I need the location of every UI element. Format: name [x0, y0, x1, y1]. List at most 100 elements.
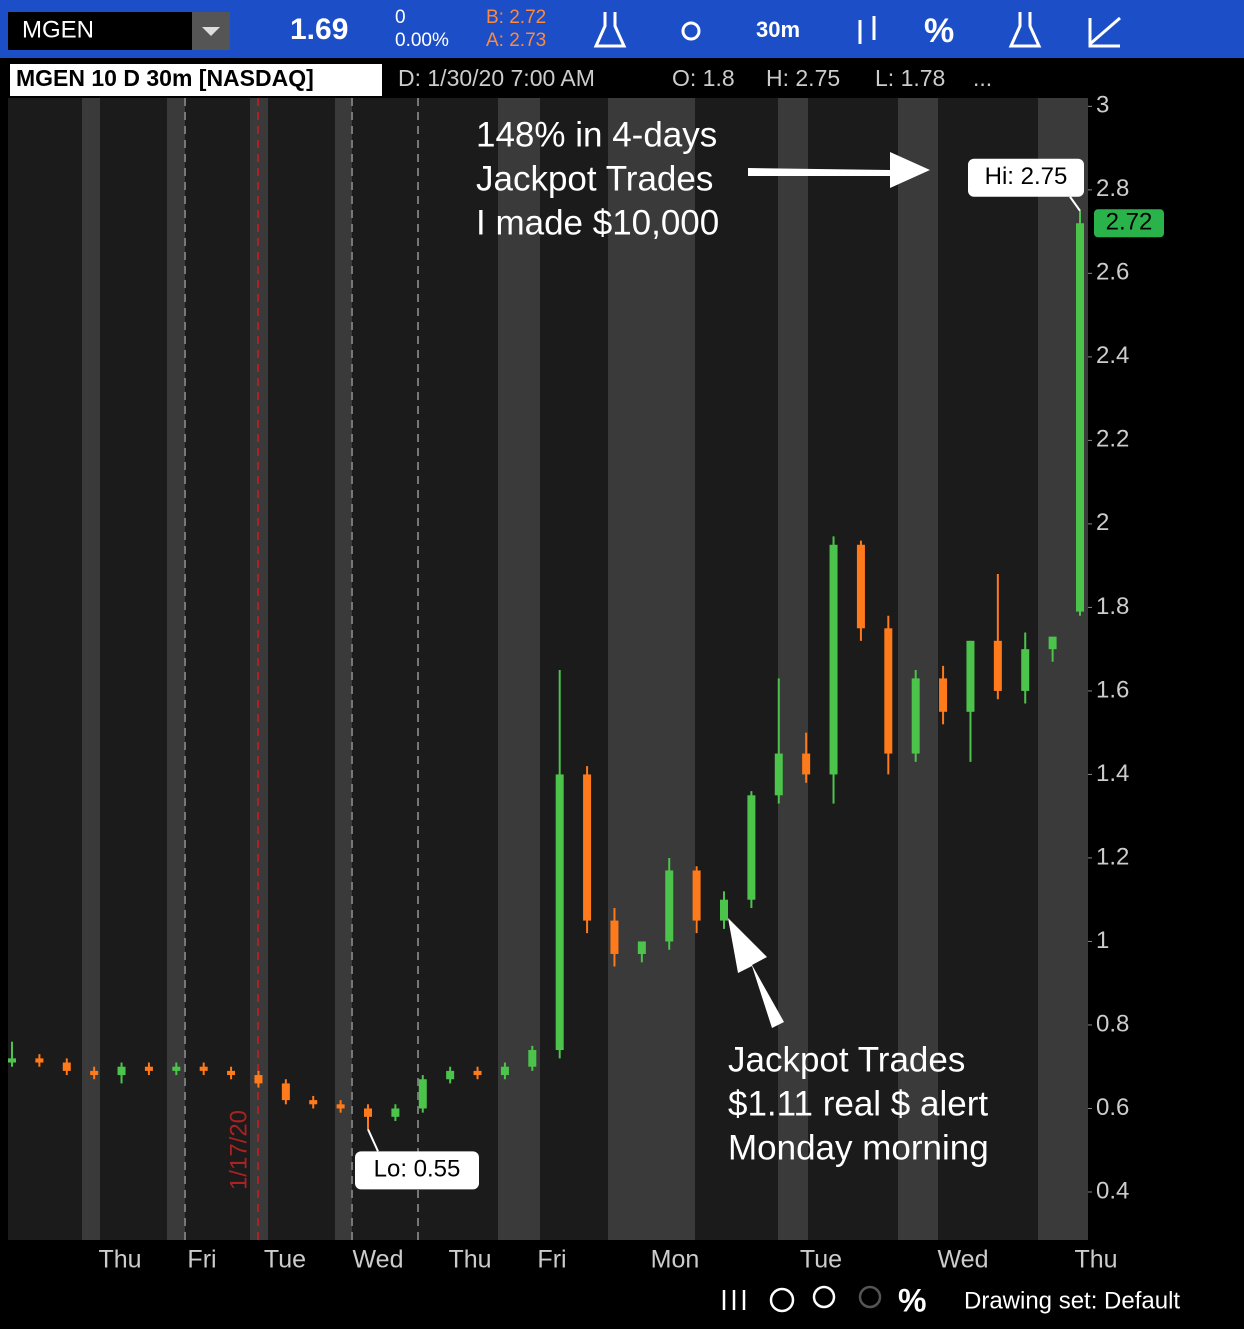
candle-body [473, 1070, 482, 1076]
candle-body [90, 1070, 99, 1076]
candle-body [829, 544, 838, 775]
candle-body [446, 1070, 455, 1080]
header-open: O: 1.8 [672, 65, 735, 91]
flask-icon[interactable] [593, 12, 627, 48]
candle-body [528, 1050, 537, 1067]
x-tick-label: Thu [1074, 1246, 1117, 1274]
candle-body [1076, 223, 1084, 612]
y-tick-label: 1 [1096, 927, 1109, 954]
lo-label: Lo: 0.55 [374, 1156, 461, 1183]
y-tick-label: 2.6 [1096, 259, 1129, 286]
x-tick-label: Fri [187, 1246, 216, 1274]
lo-pointer [367, 1128, 379, 1152]
interval[interactable]: 30m [756, 17, 800, 42]
drawing-set[interactable]: Drawing set: Default [964, 1287, 1180, 1314]
candle-body [309, 1100, 318, 1105]
candle-body [1021, 649, 1030, 691]
hi-pointer [1069, 196, 1081, 212]
candle-body [117, 1066, 126, 1076]
x-tick-label: Tue [264, 1246, 306, 1274]
y-tick-label: 0.8 [1096, 1010, 1129, 1037]
x-tick-label: Tue [800, 1246, 842, 1274]
date-marker: 1/17/20 [225, 1110, 252, 1190]
y-tick-label: 0.4 [1096, 1177, 1129, 1204]
hi-label: Hi: 2.75 [985, 163, 1068, 190]
candle-body [62, 1062, 71, 1071]
y-tick-label: 2 [1096, 509, 1109, 536]
footer [0, 1284, 1244, 1324]
candle-body [966, 640, 975, 712]
annotation-arrow [748, 152, 930, 188]
candle-body [692, 870, 701, 921]
candle-body [1048, 636, 1057, 650]
header-title-box [10, 64, 382, 96]
last-price: 1.69 [290, 13, 348, 46]
header-low: L: 1.78 [875, 65, 945, 91]
session-stripe [778, 98, 808, 1240]
candle-body [172, 1066, 181, 1071]
gear-icon[interactable] [681, 21, 701, 41]
annotation-text: Jackpot Trades [476, 159, 713, 198]
annotation-text: $1.11 real $ alert [728, 1084, 988, 1123]
candle-body [610, 920, 619, 954]
candle-body [802, 753, 811, 775]
y-tick-label: 1.4 [1096, 760, 1129, 787]
dropdown-arrow [202, 27, 220, 36]
x-tick-label: Wed [938, 1246, 989, 1274]
annotation-text: I made $10,000 [476, 203, 719, 242]
ask: A: 2.73 [486, 30, 546, 51]
percent-button[interactable]: % [924, 12, 954, 50]
candle-icon[interactable] [858, 16, 876, 44]
hi-bubble [968, 158, 1084, 197]
last-price-box [1094, 209, 1164, 238]
candle-body [254, 1075, 263, 1084]
header-more[interactable]: ... [973, 65, 992, 91]
candle-body [8, 1058, 16, 1063]
header-title: MGEN 10 D 30m [NASDAQ] [16, 65, 314, 91]
zoom-in-icon[interactable] [812, 1285, 836, 1309]
last-price-label: 2.72 [1106, 209, 1153, 236]
annotation-text: Monday morning [728, 1128, 989, 1167]
session-stripe [82, 98, 100, 1240]
annotation-arrow [728, 918, 784, 1028]
annotation-text: 148% in 4-days [476, 115, 717, 154]
candle-body [884, 628, 893, 754]
candle-body [583, 774, 592, 921]
y-tick-label: 2.8 [1096, 175, 1129, 202]
symbol: MGEN [22, 16, 94, 43]
toolbar-icons [593, 12, 1121, 48]
candle-body [35, 1058, 44, 1063]
candle-body [665, 870, 674, 942]
candle-body [500, 1066, 509, 1076]
header-date: D: 1/30/20 7:00 AM [398, 65, 595, 91]
y-tick-label: 2.2 [1096, 426, 1129, 453]
footer-percent[interactable]: % [898, 1282, 926, 1318]
candle-body [993, 640, 1002, 691]
pan-icon[interactable] [722, 1290, 746, 1310]
flask-icon[interactable] [1008, 12, 1042, 48]
zoom-out-icon[interactable] [858, 1285, 882, 1309]
candle-body [720, 899, 728, 921]
crosshair-icon[interactable] [769, 1287, 795, 1313]
candle-body [418, 1079, 427, 1109]
candle-body [391, 1108, 400, 1117]
candle-body [856, 544, 865, 629]
annotation-text: Jackpot Trades [728, 1040, 965, 1079]
session-stripe [250, 98, 268, 1240]
candle-body [281, 1083, 290, 1101]
x-tick-label: Fri [537, 1246, 566, 1274]
candle-body [774, 753, 783, 796]
change: 0 [395, 7, 406, 28]
drawing-icon[interactable] [1088, 16, 1121, 48]
y-tick-label: 1.8 [1096, 593, 1129, 620]
footer-icons [722, 1285, 882, 1313]
candle-body [364, 1108, 372, 1117]
candle-body [555, 774, 564, 1051]
header-high: H: 2.75 [766, 65, 840, 91]
x-tick-label: Wed [353, 1246, 404, 1274]
session-stripe [167, 98, 185, 1240]
candle-body [939, 678, 948, 712]
y-tick-label: 1.2 [1096, 843, 1129, 870]
